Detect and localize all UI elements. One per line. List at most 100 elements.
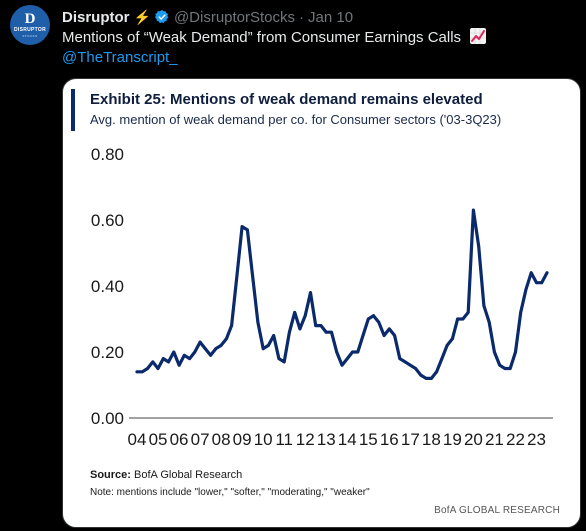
data-point <box>514 350 517 354</box>
y-tick-label: 0.60 <box>91 211 124 230</box>
data-point <box>477 245 481 248</box>
data-point <box>356 350 360 354</box>
y-tick-label: 0.20 <box>91 343 124 362</box>
post-date[interactable]: Jan 10 <box>308 8 354 26</box>
separator-dot: · <box>299 8 305 26</box>
source-line: Source: BofA Global Research <box>90 469 242 481</box>
data-point <box>324 330 328 334</box>
data-point <box>508 367 512 370</box>
y-tick-label: 0.00 <box>91 409 124 428</box>
data-point <box>361 334 365 337</box>
data-point <box>256 320 260 324</box>
chart-increasing-icon <box>470 28 487 44</box>
data-point <box>167 360 170 364</box>
data-point <box>493 350 496 354</box>
data-point <box>466 311 470 314</box>
data-point <box>487 320 491 324</box>
lightning-bolt-icon: ⚡ <box>133 8 151 25</box>
avatar-wordmark: DISRUPTOR <box>13 27 47 33</box>
data-point <box>524 287 528 291</box>
chart-note: Note: mentions include "lower," "softer,… <box>90 487 370 498</box>
source-text: BofA Global Research <box>134 469 243 481</box>
avatar-subtext: STOCKS <box>22 34 38 38</box>
data-point <box>430 377 433 380</box>
data-point <box>203 347 207 351</box>
source-label: Source: <box>90 469 131 481</box>
data-point <box>345 357 349 360</box>
x-tick-label: 10 <box>254 430 273 449</box>
data-point <box>503 367 507 370</box>
data-point <box>156 367 160 370</box>
data-point <box>403 360 407 364</box>
data-point <box>219 344 223 347</box>
x-tick-label: 18 <box>422 430 441 449</box>
x-tick-label: 05 <box>149 430 168 449</box>
y-axis: 0.00 0.20 0.40 0.60 0.80 <box>91 145 124 428</box>
data-point <box>387 327 391 331</box>
x-tick-label: 13 <box>317 430 336 449</box>
x-tick-label: 15 <box>359 430 378 449</box>
post-text: Mentions of “Weak Demand” from Consumer … <box>62 27 487 48</box>
x-tick-label: 22 <box>506 430 525 449</box>
data-point <box>398 357 402 360</box>
mention-link[interactable]: @TheTranscript_ <box>62 49 178 66</box>
x-tick-label: 09 <box>233 430 252 449</box>
data-point <box>414 367 417 370</box>
data-point <box>424 377 428 380</box>
data-point <box>188 357 191 360</box>
data-point <box>393 334 396 337</box>
data-point <box>261 347 265 351</box>
data-point <box>135 370 139 374</box>
data-point <box>225 337 228 341</box>
data-point <box>456 317 459 321</box>
data-point <box>193 350 197 354</box>
data-point <box>314 324 318 327</box>
data-point <box>172 350 176 354</box>
data-point <box>519 311 523 314</box>
data-point <box>240 225 244 228</box>
avatar-glyph: D <box>24 11 36 27</box>
verified-badge-icon <box>154 10 169 24</box>
x-tick-label: 11 <box>275 430 293 449</box>
data-point <box>151 360 155 364</box>
x-tick-label: 07 <box>191 430 210 449</box>
data-point <box>366 317 370 321</box>
author-name[interactable]: Disruptor <box>62 8 130 26</box>
avatar[interactable]: D DISRUPTOR STOCKS <box>10 5 50 45</box>
data-point <box>293 311 297 314</box>
data-point <box>298 327 302 331</box>
x-tick-label: 04 <box>128 430 147 449</box>
author-handle[interactable]: @DisruptorStocks <box>173 8 296 26</box>
x-tick-label: 20 <box>464 430 483 449</box>
data-point <box>419 373 423 377</box>
data-point <box>372 314 375 318</box>
data-point <box>182 353 186 357</box>
data-point <box>461 317 465 321</box>
data-point <box>288 330 291 334</box>
data-point <box>309 291 312 294</box>
data-point <box>445 344 449 347</box>
data-point <box>472 208 475 212</box>
data-point <box>540 281 544 285</box>
data-point <box>140 370 144 374</box>
data-point <box>267 344 270 347</box>
exhibit-title: Exhibit 25: Mentions of weak demand rema… <box>90 91 483 108</box>
data-point <box>161 357 165 360</box>
data-point <box>535 281 538 285</box>
post-media-image[interactable]: Exhibit 25: Mentions of weak demand rema… <box>62 78 581 528</box>
data-point <box>198 340 202 344</box>
x-tick-label: 23 <box>527 430 546 449</box>
post-text-body: Mentions of “Weak Demand” from Consumer … <box>62 29 462 46</box>
data-point <box>319 324 323 327</box>
data-point <box>246 228 249 232</box>
data-point <box>482 304 486 308</box>
x-axis: 04 05 06 07 08 09 10 11 12 13 14 15 16 17 18 19 20 21 22 23 <box>128 430 546 449</box>
exhibit-accent-bar <box>71 89 75 131</box>
data-point <box>340 363 344 367</box>
data-point <box>235 274 239 278</box>
data-point <box>330 330 333 334</box>
x-tick-label: 06 <box>170 430 189 449</box>
data-point <box>251 274 255 278</box>
post-header: Disruptor ⚡ @DisruptorStocks · Jan 10 <box>62 6 353 28</box>
data-point <box>146 367 149 370</box>
